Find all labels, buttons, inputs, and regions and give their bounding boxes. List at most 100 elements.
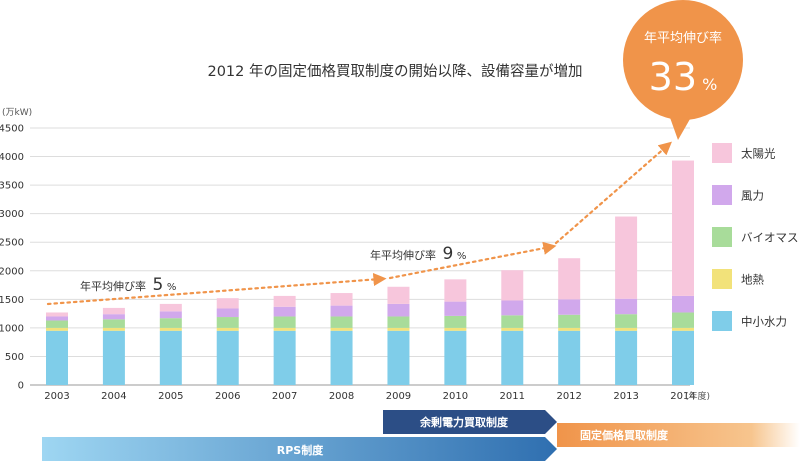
- x-tick-label: 2008: [329, 391, 354, 402]
- x-tick-labels: 2003 2004 2005 2006 2007 2008 2009 2010 2011 2012…: [44, 391, 695, 402]
- y-tick-label: 3500: [0, 181, 24, 192]
- bar-segment: [102, 314, 125, 320]
- growth-33-unit: %: [702, 75, 717, 94]
- bar-segment: [672, 295, 694, 313]
- x-tick-label: 2011: [500, 391, 525, 402]
- y-tick-label: 1000: [0, 323, 24, 334]
- bar-segment: [216, 317, 239, 328]
- legend-swatch: [712, 227, 732, 247]
- bar-stacks: [46, 160, 694, 385]
- bar-segment: [330, 327, 353, 331]
- bar-segment: [672, 312, 694, 328]
- policy-bar-fit: 固定価格買取制度: [557, 423, 800, 447]
- bar-segment: [330, 293, 353, 306]
- bar-segment: [615, 330, 638, 385]
- growth-annotation-5: 年平均伸び率 5 %: [80, 275, 176, 295]
- policy-bar-surplus: 余剰電力買取制度: [383, 410, 557, 434]
- growth-5-value: 5: [153, 275, 164, 295]
- policy-bar-rps-shape: [42, 437, 557, 461]
- x-tick-label: 2014: [670, 391, 695, 402]
- legend-swatch: [712, 311, 732, 331]
- bar-segment: [46, 327, 68, 331]
- bar-segment: [501, 315, 524, 328]
- bar-segment: [46, 312, 68, 317]
- x-tick-label: 2004: [101, 391, 126, 402]
- x-tick-label: 2012: [556, 391, 581, 402]
- bar-segment: [273, 327, 296, 331]
- bar-segment: [444, 330, 467, 385]
- bar-segment: [102, 327, 125, 331]
- bar-segment: [672, 160, 694, 296]
- legend-swatch: [712, 269, 732, 289]
- y-tick-label: 2000: [0, 266, 24, 277]
- bar-segment: [444, 301, 467, 316]
- y-tick-label: 1500: [0, 295, 24, 306]
- bar-segment: [444, 279, 467, 302]
- bar-segment: [273, 295, 296, 307]
- bar-segment: [444, 315, 467, 328]
- y-tick-label: 500: [5, 352, 24, 363]
- policy-bar-fit-label: 固定価格買取制度: [580, 428, 669, 442]
- bar-segment: [672, 327, 694, 331]
- y-tick-label: 2500: [0, 238, 24, 249]
- y-tick-label: 3000: [0, 209, 24, 220]
- bar-segment: [216, 308, 239, 318]
- bar-segment: [159, 303, 182, 312]
- gridlines: [30, 127, 690, 386]
- growth-5-unit: %: [167, 282, 177, 293]
- bar-segment: [216, 327, 239, 331]
- bar-segment: [501, 327, 524, 331]
- bar-segment: [216, 298, 239, 309]
- x-tick-label: 2006: [215, 391, 240, 402]
- bar-segment: [558, 330, 581, 385]
- bar-segment: [102, 330, 125, 385]
- growth-33-label: 年平均伸び率: [644, 30, 722, 46]
- legend-swatch: [712, 143, 732, 163]
- bar-segment: [387, 286, 410, 304]
- x-tick-label: 2007: [272, 391, 297, 402]
- y-tick-label: 4500: [0, 124, 24, 135]
- growth-5-label: 年平均伸び率: [80, 279, 146, 293]
- bar-segment: [615, 216, 638, 299]
- bar-segment: [102, 319, 125, 328]
- bar-segment: [46, 320, 68, 328]
- bar-segment: [46, 316, 68, 321]
- x-tick-label: 2013: [613, 391, 638, 402]
- y-tick-labels: 0 500 1000 1500 2000 2500 3000 3500 4000 4500: [0, 124, 24, 392]
- bar-segment: [672, 330, 694, 385]
- growth-annotation-9: 年平均伸び率 9 %: [370, 244, 466, 264]
- legend-label: バイオマス: [741, 231, 799, 245]
- bar-segment: [387, 303, 410, 317]
- bar-segment: [216, 330, 239, 385]
- svg-text:年平均伸び率 5 %: 年平均伸び率 5 %: [80, 275, 176, 295]
- policy-bar-fit-shape: [557, 423, 800, 447]
- bar-segment: [159, 327, 182, 331]
- bar-segment: [558, 327, 581, 331]
- bar-segment: [615, 314, 638, 328]
- bar-segment: [273, 316, 296, 328]
- bar-segment: [159, 311, 182, 319]
- legend-label: 地熱: [741, 273, 764, 287]
- bar-segment: [273, 306, 296, 317]
- bar-segment: [444, 327, 467, 331]
- x-tick-label: 2005: [158, 391, 183, 402]
- bar-segment: [615, 327, 638, 331]
- legend-label: 太陽光: [741, 147, 776, 161]
- growth-bubble-circle: [623, 0, 743, 120]
- bar-segment: [159, 318, 182, 328]
- growth-9-value: 9: [443, 244, 454, 264]
- bar-segment: [330, 305, 353, 317]
- trend-arrow-5: [46, 272, 387, 306]
- bar-segment: [615, 298, 638, 315]
- bar-segment: [102, 307, 125, 315]
- x-tick-label: 2010: [443, 391, 468, 402]
- trend-arrow-9: [388, 241, 557, 280]
- policy-bars: RPS制度 余剰電力買取制度 固定価格買取制度: [42, 410, 800, 461]
- bar-segment: [46, 330, 68, 385]
- y-tick-label: 4000: [0, 152, 24, 163]
- y-tick-label: 0: [18, 381, 24, 392]
- bar-segment: [330, 330, 353, 385]
- bar-segment: [273, 330, 296, 385]
